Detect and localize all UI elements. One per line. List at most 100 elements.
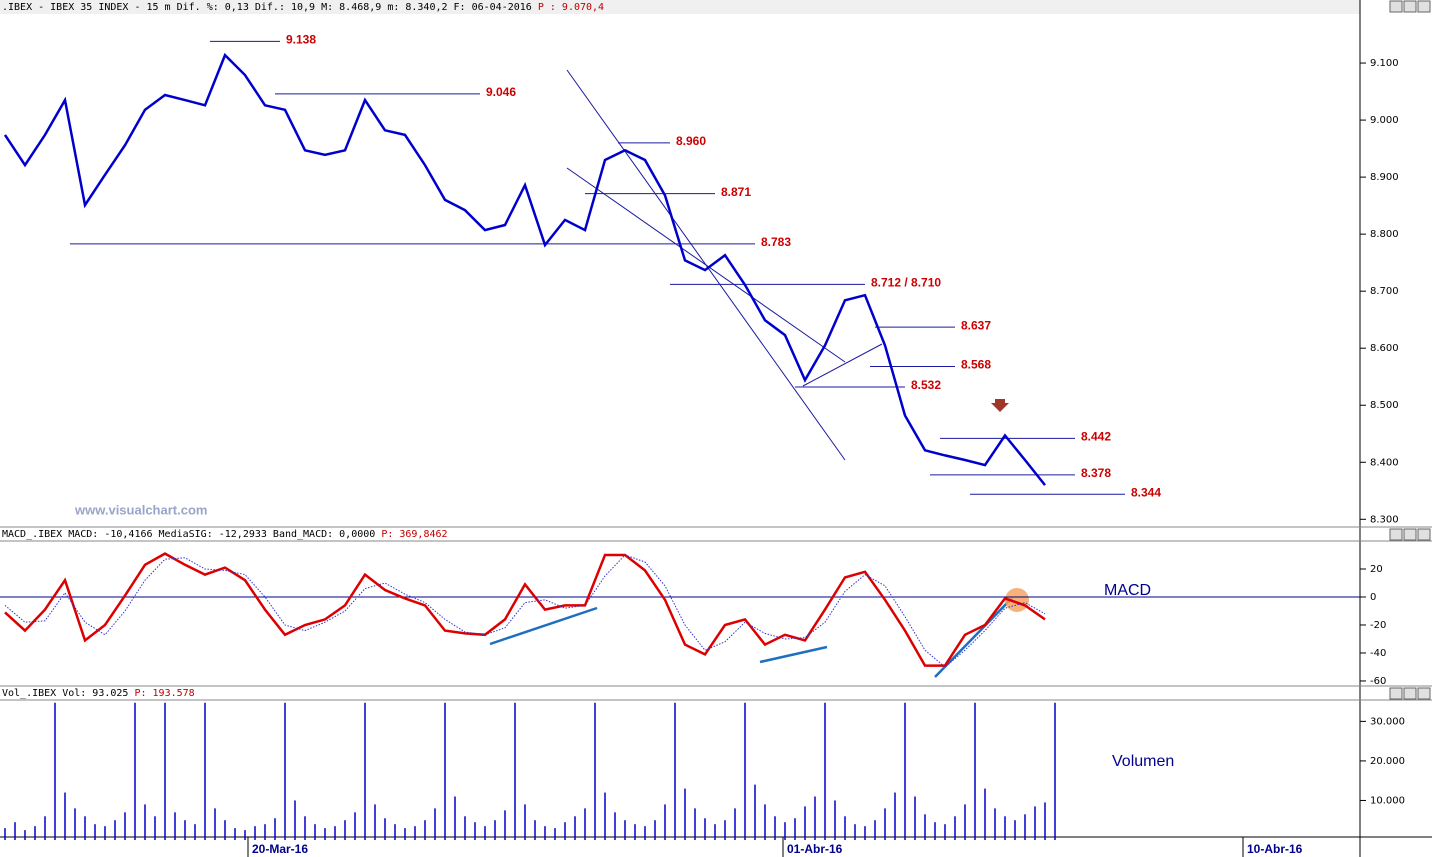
- bar: [884, 808, 886, 840]
- bar: [654, 820, 656, 840]
- bar: [44, 816, 46, 840]
- bar: [1014, 820, 1016, 840]
- header-text: MACD_.IBEX MACD: -10,4166 MediaSIG: -12,…: [2, 529, 375, 540]
- bar: [1024, 814, 1026, 840]
- bar: [434, 808, 436, 840]
- bar: [254, 826, 256, 840]
- bar: [754, 784, 756, 840]
- bar: [14, 822, 16, 840]
- level-label: 8.568: [961, 358, 991, 372]
- bar: [174, 812, 176, 840]
- bar: [464, 816, 466, 840]
- bar: [874, 820, 876, 840]
- bar: [304, 816, 306, 840]
- window-buttons[interactable]: [1389, 0, 1431, 700]
- bar: [824, 702, 826, 840]
- bar: [24, 830, 26, 840]
- bar: [134, 702, 136, 840]
- bar: [614, 812, 616, 840]
- bar: [634, 824, 636, 840]
- series-line: [4, 554, 1046, 668]
- bar: [554, 828, 556, 840]
- y-tick-label: 8.500: [1370, 400, 1399, 411]
- header-price: P: 193.578: [134, 688, 194, 699]
- y-tick-label: 9.100: [1370, 58, 1399, 69]
- bar: [74, 808, 76, 840]
- bar: [64, 792, 66, 840]
- header-text: .IBEX - IBEX 35 INDEX - 15 m Dif. %: 0,1…: [2, 2, 532, 13]
- x-tick-label: 10-Abr-16: [1247, 842, 1303, 856]
- bar: [144, 804, 146, 840]
- bar: [624, 820, 626, 840]
- bar: [384, 818, 386, 840]
- bar: [234, 828, 236, 840]
- bar: [864, 826, 866, 840]
- bar: [444, 702, 446, 840]
- bar: [844, 816, 846, 840]
- bar: [484, 826, 486, 840]
- bar: [274, 818, 276, 840]
- y-tick-label: -40: [1370, 648, 1386, 659]
- level-label: 9.046: [486, 85, 516, 99]
- bar: [704, 818, 706, 840]
- bar: [314, 824, 316, 840]
- y-tick-label: 8.300: [1370, 514, 1399, 525]
- bar: [324, 828, 326, 840]
- bar: [904, 702, 906, 840]
- bar: [804, 806, 806, 840]
- bar: [404, 828, 406, 840]
- level-label: 8.442: [1081, 429, 1111, 443]
- bar: [364, 702, 366, 840]
- bar: [154, 816, 156, 840]
- bar: [924, 814, 926, 840]
- price-header: .IBEX - IBEX 35 INDEX - 15 m Dif. %: 0,1…: [2, 2, 604, 13]
- trend-lines: [566, 69, 883, 461]
- y-tick-label: -20: [1370, 620, 1386, 631]
- bar: [124, 812, 126, 840]
- bar: [214, 808, 216, 840]
- level-label: 8.871: [721, 185, 751, 199]
- level-label: 8.637: [961, 318, 991, 332]
- header-price: P : 9.070,4: [538, 2, 604, 13]
- bar: [994, 808, 996, 840]
- bar: [394, 824, 396, 840]
- macd-header: MACD_.IBEX MACD: -10,4166 MediaSIG: -12,…: [2, 529, 448, 540]
- header-price: P: 369,8462: [381, 529, 447, 540]
- bar: [474, 822, 476, 840]
- bar: [974, 702, 976, 840]
- bar: [164, 702, 166, 840]
- bar: [224, 820, 226, 840]
- bar: [814, 796, 816, 840]
- bar: [344, 820, 346, 840]
- vol-header: Vol_.IBEX Vol: 93.025 P: 193.578: [2, 688, 195, 699]
- header-bar: [0, 0, 1360, 14]
- bar: [764, 804, 766, 840]
- bar: [854, 824, 856, 840]
- bar: [334, 826, 336, 840]
- x-tick-label: 01-Abr-16: [787, 842, 843, 856]
- bar: [424, 820, 426, 840]
- y-tick-label: 8.400: [1370, 457, 1399, 468]
- bar: [1054, 702, 1056, 840]
- bar: [724, 820, 726, 840]
- bar: [1044, 802, 1046, 840]
- bar: [734, 808, 736, 840]
- header-text: Vol_.IBEX Vol: 93.025: [2, 688, 128, 699]
- bar: [1004, 816, 1006, 840]
- bar: [524, 804, 526, 840]
- bar: [584, 808, 586, 840]
- bar: [374, 804, 376, 840]
- bar: [684, 788, 686, 840]
- level-label: 8.532: [911, 378, 941, 392]
- bar: [574, 816, 576, 840]
- y-tick-label: 20: [1370, 564, 1383, 575]
- bar: [794, 818, 796, 840]
- y-tick-label: 9.000: [1370, 115, 1399, 126]
- y-tick-label: 0: [1370, 592, 1376, 603]
- bar: [94, 824, 96, 840]
- series-line: [3, 52, 1046, 486]
- bar: [934, 822, 936, 840]
- x-tick-label: 20-Mar-16: [252, 842, 308, 856]
